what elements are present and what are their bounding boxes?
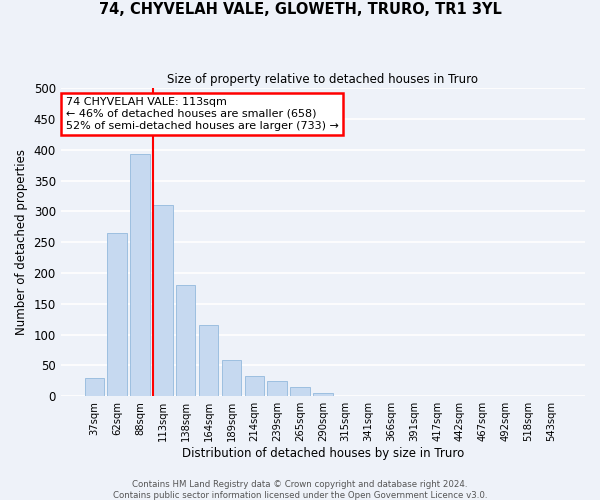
Bar (313, 393, 332, 396)
Title: Size of property relative to detached houses in Truro: Size of property relative to detached ho… (167, 72, 478, 86)
Bar (130, 154, 149, 396)
Y-axis label: Number of detached properties: Number of detached properties (15, 149, 28, 335)
Bar (176, 286, 196, 396)
Text: Contains HM Land Registry data © Crown copyright and database right 2024.
Contai: Contains HM Land Registry data © Crown c… (113, 480, 487, 500)
Bar (85, 378, 104, 396)
Bar (290, 387, 310, 396)
Bar (153, 205, 173, 396)
Bar (268, 381, 287, 396)
Bar (245, 376, 264, 396)
Bar (107, 233, 127, 396)
Bar (221, 360, 241, 396)
X-axis label: Distribution of detached houses by size in Truro: Distribution of detached houses by size … (182, 447, 464, 460)
Text: 74, CHYVELAH VALE, GLOWETH, TRURO, TR1 3YL: 74, CHYVELAH VALE, GLOWETH, TRURO, TR1 3… (98, 2, 502, 18)
Bar (199, 326, 218, 396)
Text: 74 CHYVELAH VALE: 113sqm
← 46% of detached houses are smaller (658)
52% of semi-: 74 CHYVELAH VALE: 113sqm ← 46% of detach… (66, 98, 339, 130)
